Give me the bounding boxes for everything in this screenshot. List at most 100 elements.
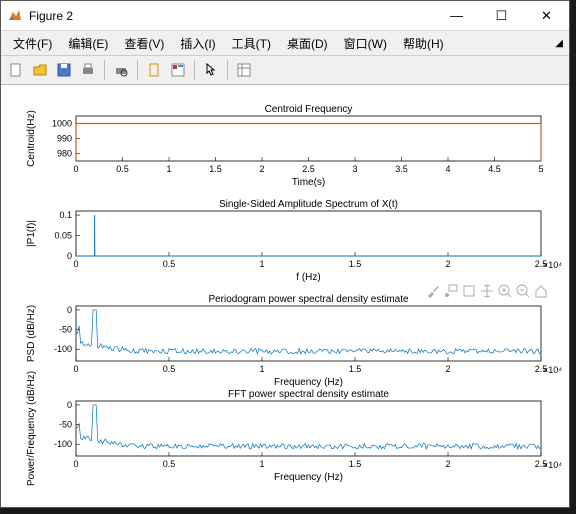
svg-text:0: 0 (67, 400, 72, 410)
print-button[interactable] (77, 59, 99, 81)
menu-desktop[interactable]: 桌面(D) (279, 33, 336, 54)
menu-edit[interactable]: 编辑(E) (60, 33, 116, 54)
svg-text:0: 0 (67, 305, 72, 315)
menu-file[interactable]: 文件(F) (5, 33, 60, 54)
maximize-button[interactable]: ☐ (479, 1, 524, 31)
menubar-dropdown-icon[interactable]: ◢ (555, 38, 563, 49)
svg-text:1.5: 1.5 (349, 459, 362, 469)
svg-text:2: 2 (445, 364, 450, 374)
svg-text:990: 990 (57, 134, 72, 144)
edit-plot-button[interactable] (200, 59, 222, 81)
svg-text:Time(s): Time(s) (292, 177, 326, 188)
svg-text:1: 1 (166, 164, 171, 174)
figure-window: Figure 2 ― ☐ ✕ 文件(F) 编辑(E) 查看(V) 插入(I) 工… (0, 0, 570, 508)
svg-text:Power/Frequency (dB/Hz): Power/Frequency (dB/Hz) (26, 371, 37, 486)
matlab-logo-icon (7, 8, 23, 24)
svg-text:-100: -100 (54, 439, 72, 449)
property-icon (236, 62, 252, 78)
svg-text:3: 3 (352, 164, 357, 174)
zoom-in-icon[interactable] (497, 283, 513, 299)
property-editor-button[interactable] (233, 59, 255, 81)
svg-text:0.5: 0.5 (163, 259, 176, 269)
svg-text:2: 2 (445, 459, 450, 469)
svg-text:2.5: 2.5 (535, 364, 548, 374)
svg-text:0.5: 0.5 (163, 364, 176, 374)
svg-text:PSD (dB/Hz): PSD (dB/Hz) (26, 305, 37, 362)
svg-text:0.5: 0.5 (116, 164, 129, 174)
svg-text:1.5: 1.5 (209, 164, 222, 174)
svg-text:f (Hz): f (Hz) (296, 272, 320, 283)
svg-text:0: 0 (73, 164, 78, 174)
rotate-icon[interactable] (461, 283, 477, 299)
svg-text:1000: 1000 (52, 119, 72, 129)
brush-icon[interactable] (425, 283, 441, 299)
print-preview-button[interactable] (110, 59, 132, 81)
toolbar (1, 55, 569, 85)
colorbar-button[interactable] (167, 59, 189, 81)
figure-area: Centroid Frequency Time(s) Centroid(Hz) 0 0.… (1, 85, 569, 507)
svg-text:2.5: 2.5 (535, 459, 548, 469)
svg-text:4.5: 4.5 (488, 164, 501, 174)
menu-tools[interactable]: 工具(T) (224, 33, 279, 54)
svg-text:4: 4 (445, 164, 450, 174)
print-icon (80, 62, 96, 78)
menu-window[interactable]: 窗口(W) (336, 33, 395, 54)
toolbar-separator (137, 60, 138, 80)
svg-text:-50: -50 (59, 325, 72, 335)
open-button[interactable] (29, 59, 51, 81)
arrow-icon (203, 62, 219, 78)
close-button[interactable]: ✕ (524, 1, 569, 31)
svg-text:1: 1 (259, 259, 264, 269)
link-button[interactable] (143, 59, 165, 81)
window-title: Figure 2 (29, 9, 434, 23)
svg-text:1.5: 1.5 (349, 259, 362, 269)
open-icon (32, 62, 48, 78)
svg-text:1.5: 1.5 (349, 364, 362, 374)
svg-text:Centroid Frequency: Centroid Frequency (265, 104, 353, 115)
menubar: 文件(F) 编辑(E) 查看(V) 插入(I) 工具(T) 桌面(D) 窗口(W… (1, 31, 569, 55)
titlebar: Figure 2 ― ☐ ✕ (1, 1, 569, 31)
svg-text:-100: -100 (54, 344, 72, 354)
svg-text:2: 2 (445, 259, 450, 269)
colorbar-icon (170, 62, 186, 78)
svg-text:5: 5 (538, 164, 543, 174)
svg-text:0: 0 (73, 364, 78, 374)
svg-text:FFT power spectral density est: FFT power spectral density estimate (228, 389, 389, 400)
svg-text:0: 0 (73, 459, 78, 469)
svg-text:0: 0 (73, 259, 78, 269)
svg-text:0.5: 0.5 (163, 459, 176, 469)
print-preview-icon (113, 62, 129, 78)
svg-text:Frequency (Hz): Frequency (Hz) (274, 377, 343, 388)
svg-text:-50: -50 (59, 420, 72, 430)
svg-text:0: 0 (67, 251, 72, 261)
svg-text:2.5: 2.5 (535, 259, 548, 269)
svg-text:Centroid(Hz): Centroid(Hz) (26, 110, 37, 167)
link-icon (146, 62, 162, 78)
zoom-out-icon[interactable] (515, 283, 531, 299)
new-icon (8, 62, 24, 78)
svg-text:|P1(f)|: |P1(f)| (26, 220, 37, 247)
pan-icon[interactable] (479, 283, 495, 299)
svg-text:980: 980 (57, 149, 72, 159)
axes-toolbar (425, 283, 549, 299)
svg-text:0.1: 0.1 (59, 210, 72, 220)
svg-text:3.5: 3.5 (395, 164, 408, 174)
menu-help[interactable]: 帮助(H) (395, 33, 452, 54)
svg-text:0.05: 0.05 (54, 231, 72, 241)
datatip-icon[interactable] (443, 283, 459, 299)
svg-text:2.5: 2.5 (302, 164, 315, 174)
menu-view[interactable]: 查看(V) (116, 33, 172, 54)
svg-text:1: 1 (259, 364, 264, 374)
save-icon (56, 62, 72, 78)
new-figure-button[interactable] (5, 59, 27, 81)
minimize-button[interactable]: ― (434, 1, 479, 31)
toolbar-separator (194, 60, 195, 80)
toolbar-separator (227, 60, 228, 80)
menu-insert[interactable]: 插入(I) (172, 33, 223, 54)
save-button[interactable] (53, 59, 75, 81)
svg-text:Frequency (Hz): Frequency (Hz) (274, 472, 343, 483)
svg-text:1: 1 (259, 459, 264, 469)
toolbar-separator (104, 60, 105, 80)
svg-text:Periodogram power spectral den: Periodogram power spectral density estim… (208, 294, 409, 305)
home-icon[interactable] (533, 283, 549, 299)
